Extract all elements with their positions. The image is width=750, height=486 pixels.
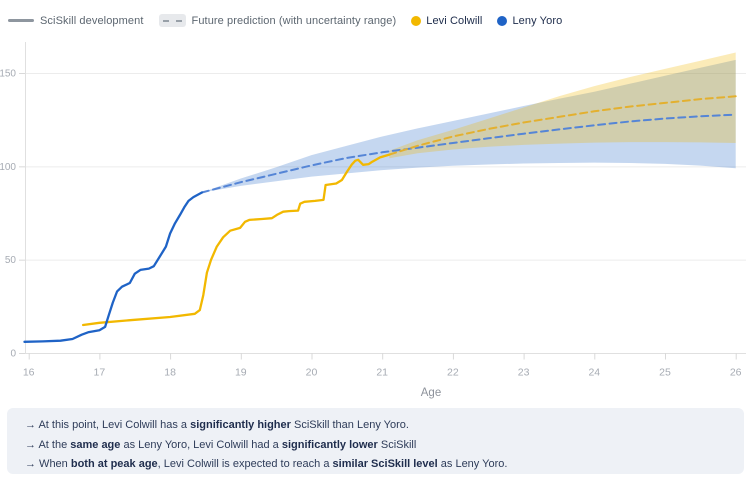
legend-item-sciskill-development[interactable]: SciSkill development	[8, 15, 144, 27]
y-tick-label-100: 100	[0, 162, 16, 173]
x-tick-label-24: 24	[588, 367, 600, 379]
insight-emphasis: significantly higher	[190, 419, 291, 431]
levi-prediction	[388, 95, 737, 156]
insight-text: as Leny Yoro.	[437, 458, 508, 470]
x-tick-label-17: 17	[94, 367, 106, 379]
x-tick-label-16: 16	[23, 367, 35, 379]
y-tick-label-150: 150	[0, 68, 16, 79]
leny-yoro-dot-icon	[497, 15, 508, 26]
insight-emphasis: similar SciSkill level	[332, 458, 438, 470]
insight-line: → At the same age as Leny Yoro, Levi Col…	[25, 436, 744, 456]
legend-label-leny-yoro: Leny Yoro	[512, 14, 563, 27]
insight-text: as Leny Yoro, Levi Colwill had a	[120, 438, 282, 451]
insight-emphasis: same age	[70, 438, 121, 451]
yoro-prediction	[200, 113, 737, 194]
insight-text: , Levi Colwill is expected to reach a	[157, 458, 333, 470]
legend-label-levi-colwill: Levi Colwill	[426, 14, 483, 27]
y-tick-label-0: 0	[10, 349, 16, 360]
insight-emphasis: significantly lower	[281, 438, 378, 451]
insights-panel: → At this point, Levi Colwill has a sign…	[7, 408, 744, 474]
x-axis-title: Age	[421, 387, 441, 399]
insight-line: → At this point, Levi Colwill has a sign…	[25, 416, 744, 436]
insight-text: SciSkill than Leny Yoro.	[290, 419, 409, 431]
levi-history	[81, 153, 391, 327]
sciskill-development-chart: 0 50 100 150 16 17 18 19 20 21 22 23 24 25 26 Age	[0, 42, 746, 399]
insight-text: → At the	[25, 438, 71, 451]
x-tick-label-22: 22	[447, 367, 459, 379]
x-tick-label-18: 18	[164, 367, 176, 379]
insight-text: → When	[25, 458, 71, 470]
chart-legend: SciSkill development Future prediction (…	[8, 14, 577, 27]
legend-item-future-prediction[interactable]: Future prediction (with uncertainty rang…	[158, 14, 397, 27]
levi-colwill-dot-icon	[411, 15, 422, 26]
legend-item-levi-colwill[interactable]: Levi Colwill	[411, 15, 482, 27]
insight-line: → When both at peak age, Levi Colwill is…	[25, 455, 744, 475]
insight-text: → At this point, Levi Colwill has a	[25, 419, 191, 431]
insight-emphasis: both at peak age	[70, 458, 158, 470]
dash-glyph	[162, 19, 182, 22]
dashed-line-swatch-icon	[158, 14, 186, 27]
x-tick-label-23: 23	[518, 367, 530, 379]
levi-uncertainty-band	[389, 52, 736, 159]
x-tick-label-19: 19	[235, 367, 247, 379]
legend-label-sciskill-development: SciSkill development	[40, 14, 144, 27]
x-tick-label-25: 25	[659, 367, 671, 379]
yoro-uncertainty-band	[201, 59, 736, 193]
y-tick-label-50: 50	[5, 255, 17, 266]
x-tick-label-21: 21	[376, 367, 388, 379]
solid-line-swatch-icon	[8, 19, 34, 22]
legend-item-leny-yoro[interactable]: Leny Yoro	[497, 15, 562, 27]
x-tick-label-26: 26	[730, 367, 742, 379]
legend-label-future-prediction: Future prediction (with uncertainty rang…	[191, 14, 397, 27]
insight-text: SciSkill	[377, 438, 417, 451]
x-tick-label-20: 20	[306, 367, 318, 379]
yoro-history	[23, 191, 204, 343]
